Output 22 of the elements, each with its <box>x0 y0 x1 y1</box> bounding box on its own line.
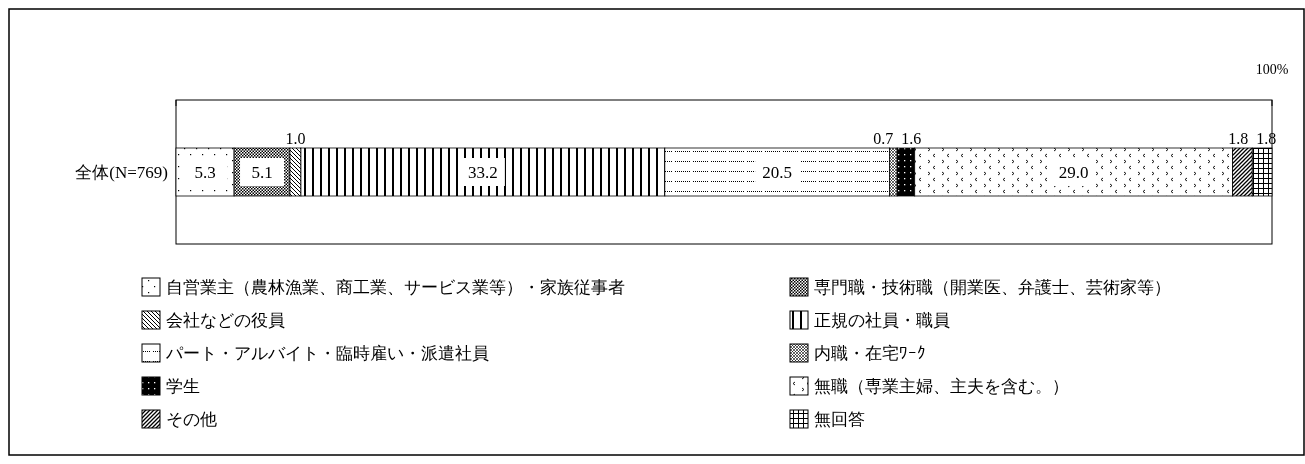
legend-label: 無職（専業主婦、主夫を含む。） <box>814 377 1069 396</box>
data-label: 29.0 <box>1058 163 1089 182</box>
legend-label: 自営業主（農林漁業、商工業、サービス業等）・家族従事者 <box>166 278 625 297</box>
data-label: 5.3 <box>194 163 216 182</box>
y-tick-label: 全体(N=769) <box>75 163 168 182</box>
data-label: 5.1 <box>251 163 273 182</box>
legend-label: 無回答 <box>814 410 865 429</box>
data-label: 1.0 <box>285 130 306 147</box>
data-label: 0.7 <box>873 130 894 147</box>
data-label: 20.5 <box>762 163 793 182</box>
legend-label: 専門職・技術職（開業医、弁護士、芸術家等） <box>814 278 1171 297</box>
legend-label: 内職・在宅ﾜｰｸ <box>814 344 926 363</box>
data-label: 1.8 <box>1256 130 1277 147</box>
data-label: 1.8 <box>1228 130 1249 147</box>
legend-label: 正規の社員・職員 <box>814 311 950 330</box>
legend-label: パート・アルバイト・臨時雇い・派遣社員 <box>165 344 489 363</box>
legend-label: 会社などの役員 <box>166 311 285 330</box>
data-label: 33.2 <box>468 163 498 182</box>
legend-label: その他 <box>166 410 217 429</box>
x-tick-label: 100% <box>1255 62 1289 77</box>
data-label: 1.6 <box>901 130 922 147</box>
legend-label: 学生 <box>166 377 200 396</box>
